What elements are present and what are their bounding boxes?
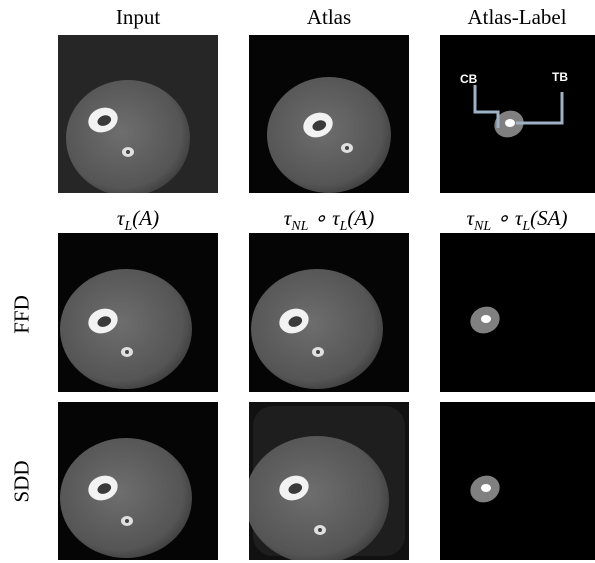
row-label: FFD [10, 275, 35, 355]
image-panel [58, 233, 218, 392]
image-panel [58, 402, 218, 560]
header-text: (A) [347, 206, 374, 230]
header-text: (A) [132, 206, 159, 230]
column-header: Input [53, 5, 223, 29]
column-header: Atlas-Label [432, 5, 595, 29]
image-panel [249, 402, 409, 560]
figure: Input Atlas Atlas-Label FFD SDD τL(A)τNL… [0, 0, 595, 563]
leg [251, 269, 383, 389]
background [440, 233, 595, 392]
subscript: L [522, 219, 530, 234]
label-bone [505, 119, 515, 127]
header-text: τ [467, 206, 475, 230]
leg [267, 77, 391, 193]
subscript: NL [291, 219, 308, 234]
leg [60, 438, 192, 558]
leg [60, 269, 192, 389]
row-label: SDD [10, 442, 35, 522]
header-text: ∘ τ [491, 206, 522, 230]
column-header: Atlas [244, 5, 414, 29]
label-bone [481, 315, 491, 323]
image-panel [440, 233, 595, 392]
fibula-core [316, 350, 320, 354]
header-text: ∘ τ [308, 206, 339, 230]
image-panel: CB TB [440, 35, 595, 193]
fibula-core [345, 146, 349, 150]
annotation: TB [552, 70, 568, 84]
background [440, 402, 595, 560]
fibula-core [126, 150, 130, 154]
image-panel [440, 402, 595, 560]
fibula-core [125, 350, 129, 354]
header-text: (SA) [530, 206, 567, 230]
fibula-core [125, 519, 129, 523]
image-panel [249, 233, 409, 392]
leg [66, 80, 190, 193]
subscript: NL [474, 219, 491, 234]
annotation: CB [460, 72, 478, 86]
label-bone [481, 484, 491, 492]
fibula-core [318, 528, 322, 532]
image-panel [58, 35, 218, 193]
image-panel [249, 35, 409, 193]
